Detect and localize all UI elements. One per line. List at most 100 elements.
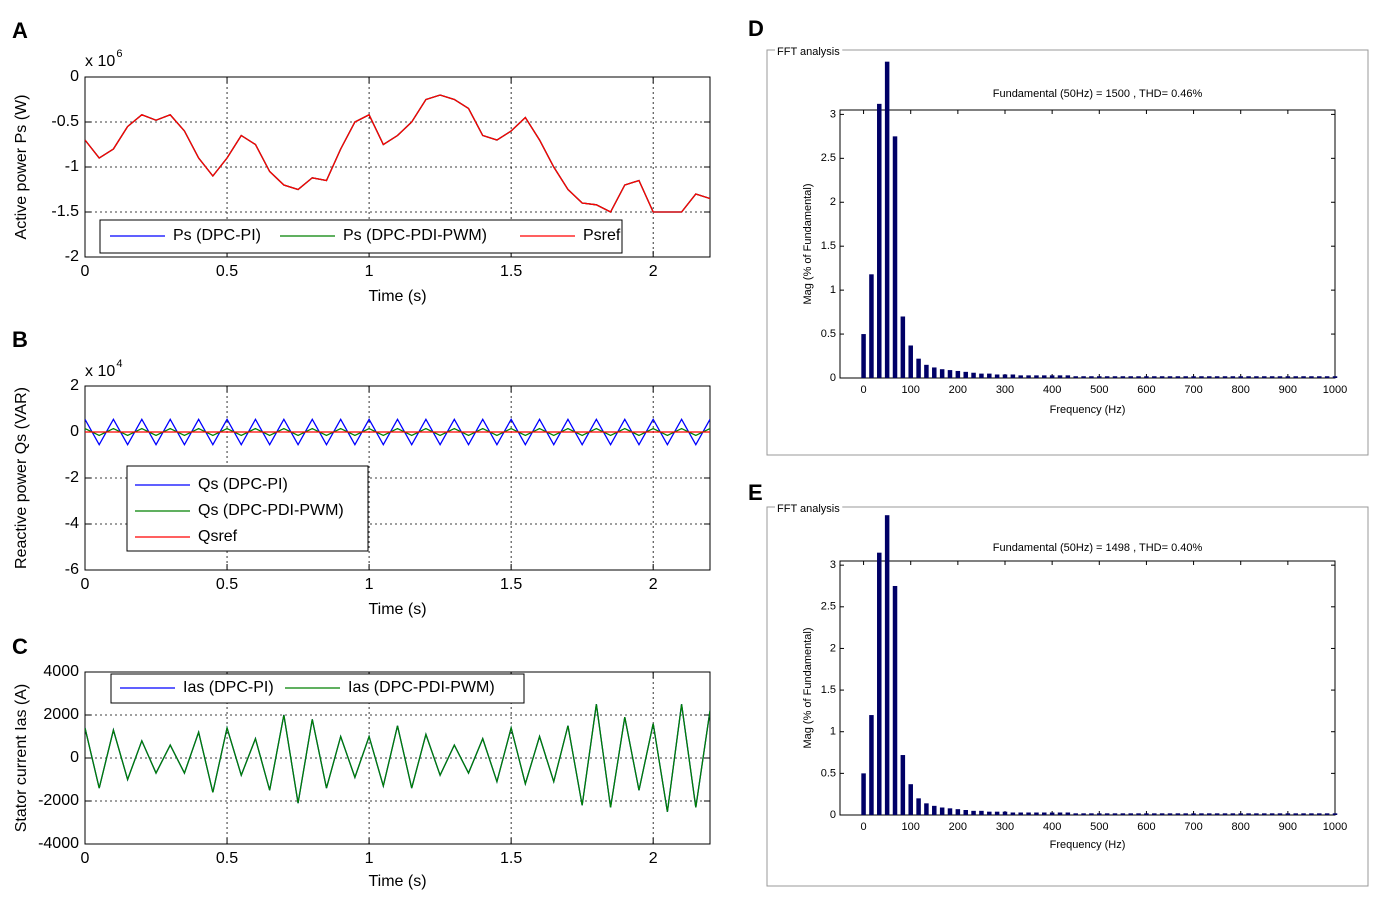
bar xyxy=(1002,811,1008,815)
bar xyxy=(1262,376,1267,378)
bar xyxy=(1136,813,1141,815)
bar xyxy=(1199,376,1204,378)
y-axis-label: Mag (% of Fundamental) xyxy=(802,183,814,304)
y-tick-label: 0 xyxy=(70,749,79,766)
x-tick-label: 0 xyxy=(861,821,867,833)
bar xyxy=(1112,376,1118,378)
bar xyxy=(1199,813,1204,815)
x-tick-label: 500 xyxy=(1090,384,1108,396)
bar xyxy=(994,374,1000,378)
bar xyxy=(1034,375,1039,378)
bar xyxy=(932,367,937,378)
legend-label: Qsref xyxy=(198,528,238,545)
bar xyxy=(1136,376,1141,378)
y-tick-label: -6 xyxy=(65,561,79,578)
legend-label: Psref xyxy=(583,227,621,244)
x-tick-label: 1 xyxy=(365,850,374,867)
bar xyxy=(1057,375,1063,378)
bar xyxy=(892,585,898,815)
bar xyxy=(1238,813,1243,815)
bar xyxy=(1285,813,1291,815)
bar xyxy=(1026,812,1031,815)
bar xyxy=(939,369,945,378)
bar xyxy=(1042,812,1047,815)
bar xyxy=(1277,813,1283,815)
bar xyxy=(1010,374,1016,378)
bar xyxy=(1120,376,1126,378)
bar xyxy=(1065,375,1071,378)
bar xyxy=(987,811,992,815)
bar xyxy=(1293,813,1298,815)
bar xyxy=(979,373,984,378)
bar xyxy=(1175,376,1181,378)
panel-letter: E xyxy=(748,480,763,505)
bar xyxy=(1309,376,1314,378)
y-tick-label: 0 xyxy=(70,423,79,440)
y-tick-label: 1.5 xyxy=(821,240,836,252)
x-tick-label: 100 xyxy=(902,821,920,833)
y-tick-label: 0 xyxy=(830,809,836,821)
bar xyxy=(1207,813,1212,815)
axis-multiplier: x 10 xyxy=(85,53,115,70)
x-tick-label: 0.5 xyxy=(216,576,238,593)
bar xyxy=(963,371,968,378)
bar xyxy=(1191,376,1196,378)
bar xyxy=(1152,813,1157,815)
bar xyxy=(1104,376,1110,378)
bar xyxy=(1317,813,1322,815)
bar xyxy=(1144,376,1149,378)
bar xyxy=(1301,813,1306,815)
legend-label: Ps (DPC-PDI-PWM) xyxy=(343,227,487,244)
y-tick-label: -4000 xyxy=(38,835,79,852)
x-axis-label: Time (s) xyxy=(368,601,426,618)
bar xyxy=(1159,376,1165,378)
bar xyxy=(1324,376,1330,378)
y-axis-label: Mag (% of Fundamental) xyxy=(802,627,814,748)
axis-multiplier-exponent: 6 xyxy=(116,48,122,60)
bar xyxy=(1277,376,1283,378)
x-tick-label: 2 xyxy=(649,576,658,593)
bar xyxy=(1191,813,1196,815)
x-tick-label: 300 xyxy=(996,821,1014,833)
series-line xyxy=(85,94,710,213)
x-tick-label: 1 xyxy=(365,576,374,593)
y-tick-label: 2.5 xyxy=(821,601,836,613)
bar xyxy=(1238,376,1243,378)
x-tick-label: 800 xyxy=(1232,384,1250,396)
bar xyxy=(861,334,866,378)
bar xyxy=(884,515,890,815)
x-tick-label: 0.5 xyxy=(216,263,238,280)
series-line xyxy=(85,704,710,812)
x-tick-label: 0 xyxy=(81,576,90,593)
x-axis-label: Time (s) xyxy=(368,873,426,890)
bar xyxy=(1128,813,1133,815)
bar xyxy=(900,316,906,378)
bar xyxy=(1097,376,1102,378)
bar xyxy=(1167,813,1173,815)
bar xyxy=(1104,813,1110,815)
y-tick-label: -0.5 xyxy=(51,113,79,130)
bar xyxy=(1097,813,1102,815)
panel-frame-title: FFT analysis xyxy=(777,503,840,515)
bar xyxy=(1002,374,1008,378)
x-tick-label: 2 xyxy=(649,263,658,280)
series-line xyxy=(85,427,710,437)
legend-label: Ias (DPC-PI) xyxy=(183,679,274,696)
bar xyxy=(892,136,898,378)
bar xyxy=(1183,813,1188,815)
y-tick-label: -4 xyxy=(65,515,79,532)
x-tick-label: 700 xyxy=(1184,384,1202,396)
x-tick-label: 0 xyxy=(861,384,867,396)
panel-letter: A xyxy=(12,18,28,43)
bar xyxy=(877,552,882,815)
y-tick-label: 2 xyxy=(70,377,79,394)
x-axis-label: Frequency (Hz) xyxy=(1050,404,1126,416)
bar xyxy=(932,805,937,815)
bar xyxy=(1214,376,1220,378)
bar xyxy=(1167,376,1173,378)
y-tick-label: 3 xyxy=(830,108,836,120)
bar xyxy=(1332,376,1338,378)
bar xyxy=(1065,812,1071,815)
bar xyxy=(1120,813,1126,815)
